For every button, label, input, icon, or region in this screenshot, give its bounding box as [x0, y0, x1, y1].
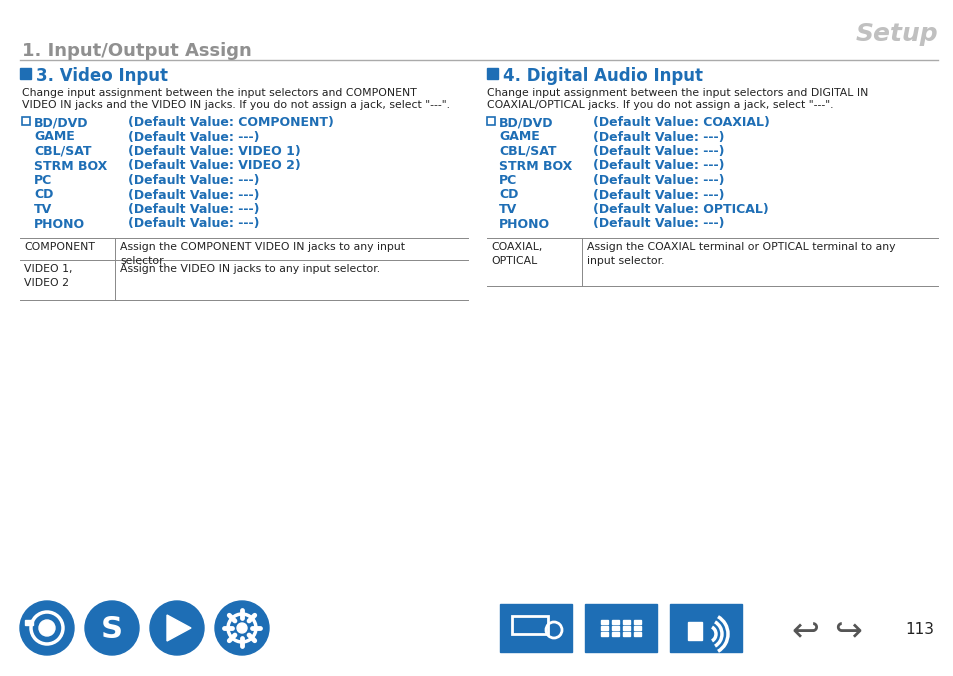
- Text: Change input assignment between the input selectors and DIGITAL IN: Change input assignment between the inpu…: [486, 88, 867, 98]
- Bar: [612, 620, 618, 624]
- Bar: [486, 68, 497, 79]
- Text: (Default Value: ---): (Default Value: ---): [593, 145, 723, 158]
- Circle shape: [39, 620, 55, 636]
- Circle shape: [150, 601, 204, 655]
- Text: Assign the COMPONENT VIDEO IN jacks to any input
selector.: Assign the COMPONENT VIDEO IN jacks to a…: [120, 242, 405, 266]
- Bar: [600, 626, 607, 630]
- Bar: [622, 620, 629, 624]
- Text: Change input assignment between the input selectors and COMPONENT: Change input assignment between the inpu…: [22, 88, 416, 98]
- Bar: [612, 626, 618, 630]
- Circle shape: [20, 601, 74, 655]
- Text: (Default Value: ---): (Default Value: ---): [128, 203, 259, 216]
- Text: CD: CD: [34, 189, 53, 201]
- Text: (Default Value: ---): (Default Value: ---): [593, 174, 723, 187]
- Text: COAXIAL/OPTICAL jacks. If you do not assign a jack, select "---".: COAXIAL/OPTICAL jacks. If you do not ass…: [486, 100, 833, 110]
- Text: ↪: ↪: [833, 616, 862, 648]
- Text: (Default Value: ---): (Default Value: ---): [593, 189, 723, 201]
- Text: VIDEO 1,
VIDEO 2: VIDEO 1, VIDEO 2: [24, 264, 72, 288]
- Text: (Default Value: OPTICAL): (Default Value: OPTICAL): [593, 203, 768, 216]
- Bar: [634, 626, 640, 630]
- Bar: [622, 626, 629, 630]
- Bar: [512, 616, 547, 634]
- Text: 4. Digital Audio Input: 4. Digital Audio Input: [502, 67, 702, 85]
- Text: GAME: GAME: [34, 130, 74, 143]
- Text: Assign the COAXIAL terminal or OPTICAL terminal to any
input selector.: Assign the COAXIAL terminal or OPTICAL t…: [586, 242, 895, 266]
- Text: GAME: GAME: [498, 130, 539, 143]
- Bar: [687, 622, 701, 640]
- Bar: [600, 632, 607, 636]
- Circle shape: [214, 601, 269, 655]
- Text: (Default Value: COAXIAL): (Default Value: COAXIAL): [593, 116, 769, 129]
- Text: (Default Value: ---): (Default Value: ---): [593, 218, 723, 231]
- Text: TV: TV: [34, 203, 52, 216]
- Text: STRM BOX: STRM BOX: [498, 160, 572, 172]
- Text: COMPONENT: COMPONENT: [24, 242, 94, 252]
- Text: PC: PC: [34, 174, 52, 187]
- Bar: [634, 620, 640, 624]
- Text: (Default Value: ---): (Default Value: ---): [593, 160, 723, 172]
- Text: CD: CD: [498, 189, 517, 201]
- Text: BD/DVD: BD/DVD: [498, 116, 553, 129]
- Text: CBL/SAT: CBL/SAT: [34, 145, 91, 158]
- Bar: [486, 117, 495, 125]
- Text: Assign the VIDEO IN jacks to any input selector.: Assign the VIDEO IN jacks to any input s…: [120, 264, 379, 274]
- Text: PHONO: PHONO: [34, 218, 85, 231]
- Bar: [622, 632, 629, 636]
- Text: (Default Value: ---): (Default Value: ---): [128, 130, 259, 143]
- Text: (Default Value: VIDEO 1): (Default Value: VIDEO 1): [128, 145, 300, 158]
- Circle shape: [236, 623, 247, 633]
- Text: CBL/SAT: CBL/SAT: [498, 145, 556, 158]
- Text: BD/DVD: BD/DVD: [34, 116, 89, 129]
- Text: 1. Input/Output Assign: 1. Input/Output Assign: [22, 42, 252, 60]
- Polygon shape: [167, 615, 191, 641]
- Bar: [584, 604, 657, 652]
- Text: 113: 113: [904, 623, 934, 637]
- Bar: [20, 68, 30, 79]
- Text: (Default Value: COMPONENT): (Default Value: COMPONENT): [128, 116, 334, 129]
- Text: (Default Value: ---): (Default Value: ---): [128, 174, 259, 187]
- Circle shape: [85, 601, 139, 655]
- Bar: [22, 117, 30, 125]
- Text: (Default Value: VIDEO 2): (Default Value: VIDEO 2): [128, 160, 300, 172]
- Text: STRM BOX: STRM BOX: [34, 160, 107, 172]
- Bar: [25, 620, 33, 625]
- Bar: [600, 620, 607, 624]
- Text: PHONO: PHONO: [498, 218, 550, 231]
- Text: 3. Video Input: 3. Video Input: [36, 67, 168, 85]
- Text: S: S: [101, 616, 123, 644]
- Text: (Default Value: ---): (Default Value: ---): [128, 189, 259, 201]
- Text: TV: TV: [498, 203, 517, 216]
- Text: PC: PC: [498, 174, 517, 187]
- Text: VIDEO IN jacks and the VIDEO IN jacks. If you do not assign a jack, select "---": VIDEO IN jacks and the VIDEO IN jacks. I…: [22, 100, 450, 110]
- Bar: [612, 632, 618, 636]
- Text: COAXIAL,
OPTICAL: COAXIAL, OPTICAL: [491, 242, 542, 266]
- Text: (Default Value: ---): (Default Value: ---): [593, 130, 723, 143]
- Bar: [669, 604, 741, 652]
- Text: Setup: Setup: [855, 22, 937, 46]
- Bar: [499, 604, 572, 652]
- Bar: [634, 632, 640, 636]
- Text: (Default Value: ---): (Default Value: ---): [128, 218, 259, 231]
- Text: ↩: ↩: [790, 616, 818, 648]
